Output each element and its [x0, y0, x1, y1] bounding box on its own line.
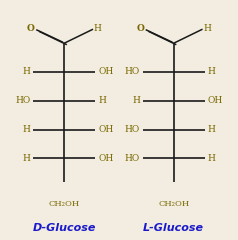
- Text: H: H: [208, 125, 215, 134]
- Text: H: H: [23, 67, 30, 77]
- Text: OH: OH: [98, 67, 113, 77]
- Text: H: H: [208, 154, 215, 163]
- Text: CH₂OH: CH₂OH: [158, 200, 189, 208]
- Text: H: H: [23, 154, 30, 163]
- Text: CH₂OH: CH₂OH: [49, 200, 80, 208]
- Text: OH: OH: [98, 125, 113, 134]
- Text: H: H: [98, 96, 106, 105]
- Text: OH: OH: [98, 154, 113, 163]
- Text: L-Glucose: L-Glucose: [143, 223, 204, 233]
- Text: HO: HO: [15, 96, 30, 105]
- Text: HO: HO: [125, 67, 140, 77]
- Text: O: O: [136, 24, 144, 33]
- Text: H: H: [23, 125, 30, 134]
- Text: HO: HO: [125, 125, 140, 134]
- Text: HO: HO: [125, 154, 140, 163]
- Text: OH: OH: [208, 96, 223, 105]
- Text: D-Glucose: D-Glucose: [33, 223, 96, 233]
- Text: H: H: [208, 67, 215, 77]
- Text: O: O: [27, 24, 35, 33]
- Text: H: H: [94, 24, 102, 33]
- Text: H: H: [132, 96, 140, 105]
- Text: H: H: [203, 24, 211, 33]
